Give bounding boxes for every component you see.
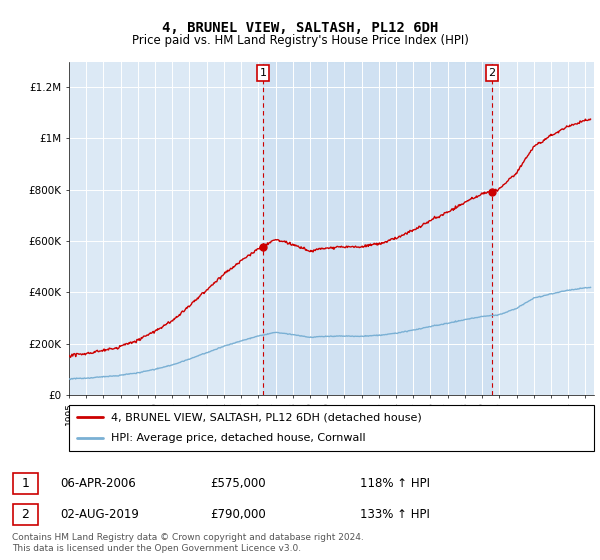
Text: Price paid vs. HM Land Registry's House Price Index (HPI): Price paid vs. HM Land Registry's House … xyxy=(131,34,469,46)
Text: 4, BRUNEL VIEW, SALTASH, PL12 6DH (detached house): 4, BRUNEL VIEW, SALTASH, PL12 6DH (detac… xyxy=(111,412,422,422)
Text: 1: 1 xyxy=(22,477,29,491)
Text: 133% ↑ HPI: 133% ↑ HPI xyxy=(360,508,430,521)
Text: £790,000: £790,000 xyxy=(210,508,266,521)
Text: 1: 1 xyxy=(259,68,266,78)
Text: 2: 2 xyxy=(488,68,496,78)
Text: 2: 2 xyxy=(22,508,29,521)
Text: 4, BRUNEL VIEW, SALTASH, PL12 6DH: 4, BRUNEL VIEW, SALTASH, PL12 6DH xyxy=(162,21,438,35)
Text: 02-AUG-2019: 02-AUG-2019 xyxy=(60,508,139,521)
Text: HPI: Average price, detached house, Cornwall: HPI: Average price, detached house, Corn… xyxy=(111,433,365,444)
Text: 06-APR-2006: 06-APR-2006 xyxy=(60,477,136,491)
Text: 118% ↑ HPI: 118% ↑ HPI xyxy=(360,477,430,491)
Bar xyxy=(263,62,492,395)
Text: Contains HM Land Registry data © Crown copyright and database right 2024.
This d: Contains HM Land Registry data © Crown c… xyxy=(12,533,364,553)
Text: £575,000: £575,000 xyxy=(210,477,266,491)
